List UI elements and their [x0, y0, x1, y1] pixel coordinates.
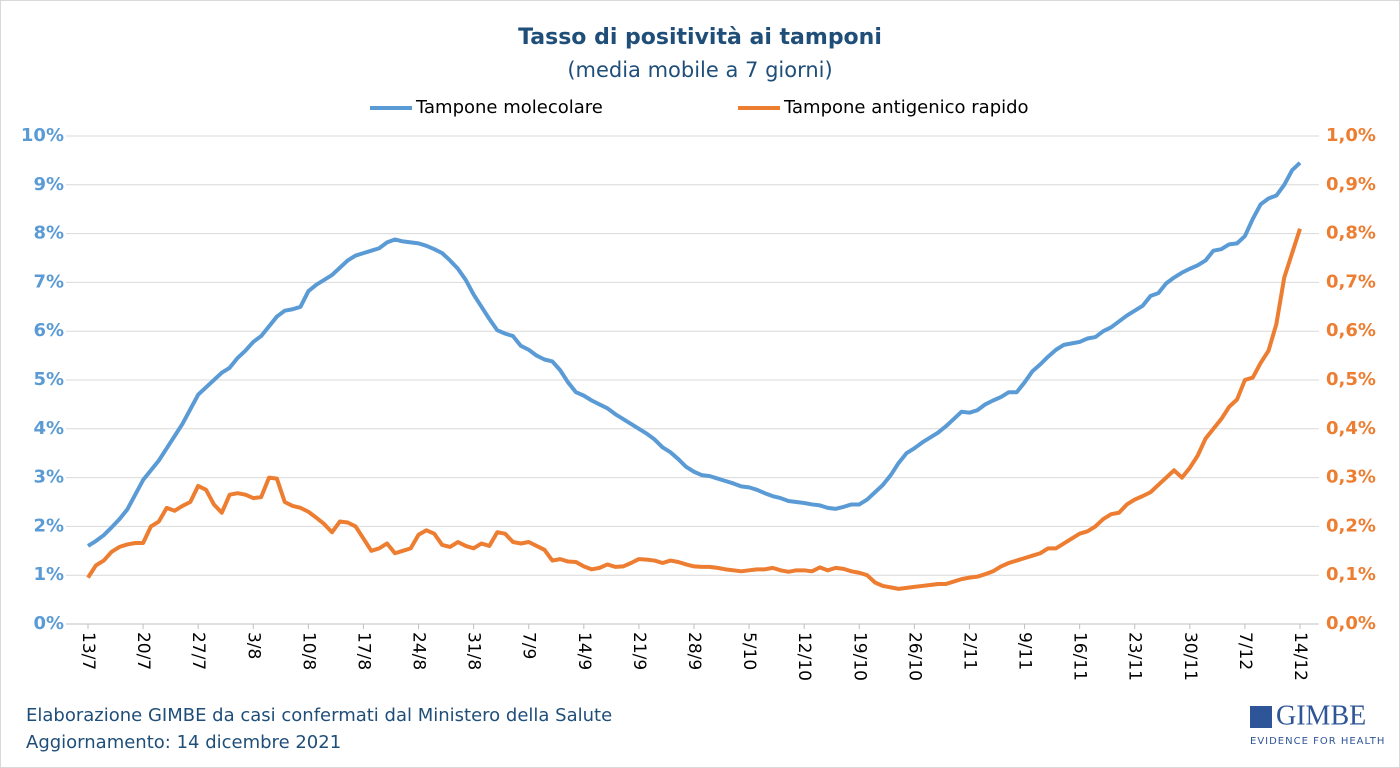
x-tick-label: 9/11	[1015, 632, 1035, 670]
x-tick-label: 7/9	[519, 632, 539, 659]
y-tick-label: 1%	[33, 564, 64, 585]
x-tick-label: 13/7	[78, 632, 98, 670]
y-tick-label: 5%	[33, 369, 64, 390]
y2-tick-label: 0,5%	[1326, 369, 1376, 390]
x-tick-label: 17/8	[353, 632, 373, 670]
x-tick-label: 20/7	[133, 632, 153, 670]
y-tick-label: 2%	[33, 515, 64, 536]
x-tick-label: 10/8	[298, 632, 318, 670]
x-tick-label: 26/10	[904, 632, 924, 681]
x-tick-label: 7/12	[1235, 632, 1255, 670]
x-tick-label: 16/11	[1070, 632, 1090, 681]
logo: GIMBE EVIDENCE FOR HEALTH	[1250, 700, 1385, 747]
y2-tick-label: 0,4%	[1326, 418, 1376, 439]
y2-tick-label: 0,0%	[1326, 613, 1376, 634]
chart-title: Tasso di positività ai tamponi	[518, 25, 882, 50]
y2-tick-label: 0,9%	[1326, 174, 1376, 195]
x-tick-label: 5/10	[739, 632, 759, 670]
x-tick-label: 30/11	[1180, 632, 1200, 681]
y-tick-label: 0%	[33, 613, 64, 634]
x-tick-label: 3/8	[243, 632, 263, 659]
x-tick-label: 28/9	[684, 632, 704, 670]
x-tick-label: 2/11	[959, 632, 979, 670]
y-tick-label: 4%	[33, 418, 64, 439]
y2-tick-label: 0,2%	[1326, 515, 1376, 536]
x-tick-label: 27/7	[188, 632, 208, 670]
series-line	[86, 161, 1302, 548]
x-tick-label: 12/10	[794, 632, 814, 681]
x-tick-label: 19/10	[849, 632, 869, 681]
y-tick-label: 7%	[33, 271, 64, 292]
logo-name: GIMBE	[1276, 700, 1366, 731]
y-tick-label: 6%	[33, 320, 64, 341]
footer-note: Aggiornamento: 14 dicembre 2021	[26, 732, 341, 753]
y-tick-label: 10%	[21, 125, 64, 146]
y-tick-label: 8%	[33, 223, 64, 244]
x-tick-label: 21/9	[629, 632, 649, 670]
y-tick-label: 9%	[33, 174, 64, 195]
y2-tick-label: 0,7%	[1326, 271, 1376, 292]
y2-tick-label: 1,0%	[1326, 125, 1376, 146]
series-line	[86, 228, 1302, 591]
x-tick-label: 24/8	[409, 632, 429, 670]
y2-tick-label: 0,3%	[1326, 467, 1376, 488]
legend-label: Tampone molecolare	[415, 97, 603, 118]
chart-subtitle: (media mobile a 7 giorni)	[567, 58, 832, 82]
logo-tagline: EVIDENCE FOR HEALTH	[1250, 736, 1385, 747]
footer-note: Elaborazione GIMBE da casi confermati da…	[26, 705, 612, 726]
y2-tick-label: 0,8%	[1326, 223, 1376, 244]
logo-icon	[1250, 706, 1272, 728]
y-tick-label: 3%	[33, 467, 64, 488]
legend-label: Tampone antigenico rapido	[783, 97, 1029, 118]
y2-tick-label: 0,6%	[1326, 320, 1376, 341]
y2-tick-label: 0,1%	[1326, 564, 1376, 585]
x-tick-label: 14/9	[574, 632, 594, 670]
x-tick-label: 31/8	[464, 632, 484, 670]
x-tick-label: 14/12	[1290, 632, 1310, 681]
x-tick-label: 23/11	[1125, 632, 1145, 681]
